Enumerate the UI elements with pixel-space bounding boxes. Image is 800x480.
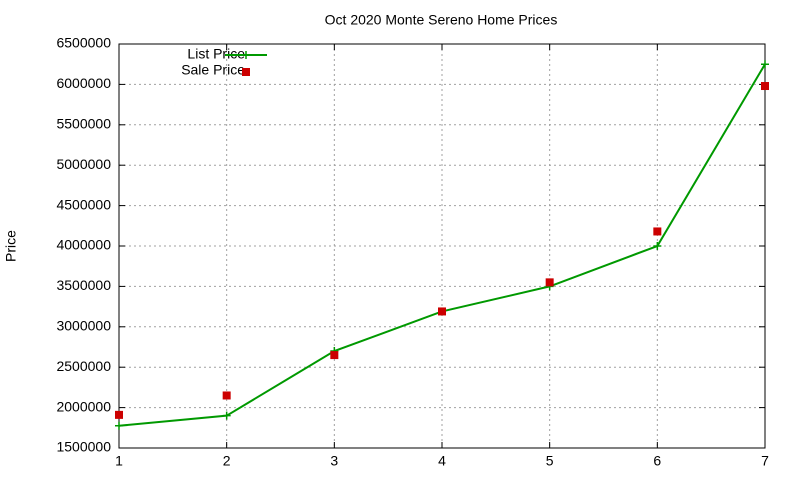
y-tick-label: 2500000	[56, 358, 111, 374]
y-tick-label: 4000000	[56, 237, 111, 253]
legend-label: Sale Price	[181, 62, 245, 78]
x-tick-label: 6	[653, 453, 661, 469]
point	[653, 227, 662, 236]
point	[222, 391, 231, 400]
y-tick-label: 1500000	[56, 439, 111, 455]
x-tick-label: 7	[761, 453, 769, 469]
y-tick-label: 6000000	[56, 75, 111, 91]
point	[330, 351, 339, 360]
point	[545, 278, 554, 287]
x-tick-label: 2	[223, 453, 231, 469]
point	[438, 307, 446, 316]
point	[115, 421, 123, 430]
x-tick-label: 3	[330, 453, 338, 469]
point	[653, 242, 662, 250]
y-tick-label: 6500000	[56, 35, 111, 51]
y-tick-label: 2000000	[56, 398, 111, 414]
point	[761, 60, 769, 69]
y-tick-label: 5500000	[56, 116, 111, 132]
point	[222, 411, 231, 420]
y-tick-label: 3000000	[56, 318, 111, 334]
y-tick-label: 3500000	[56, 277, 111, 293]
y-axis-label: Price	[3, 230, 19, 262]
chart-title: Oct 2020 Monte Sereno Home Prices	[325, 12, 558, 28]
y-tick-label: 5000000	[56, 156, 111, 172]
point	[761, 82, 769, 91]
point	[115, 410, 123, 419]
x-tick-label: 1	[115, 453, 123, 469]
legend-marker	[242, 51, 250, 59]
legend-label: List Price	[187, 46, 245, 62]
y-tick-label: 4500000	[56, 196, 111, 212]
x-tick-label: 4	[438, 453, 446, 469]
x-tick-label: 5	[546, 453, 554, 469]
plot-frame	[118, 43, 766, 449]
legend-marker	[242, 68, 250, 76]
